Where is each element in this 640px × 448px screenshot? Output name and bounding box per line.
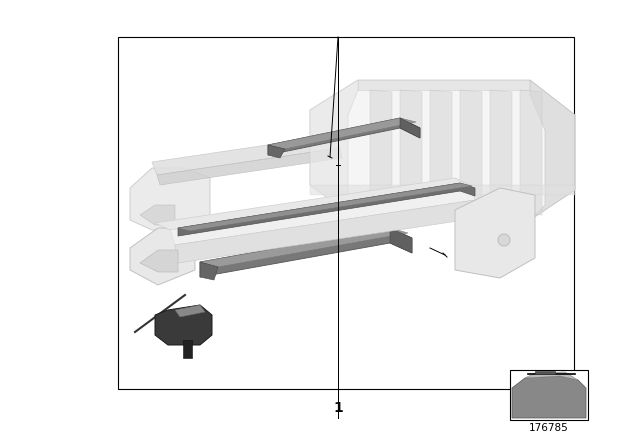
Polygon shape <box>200 262 218 280</box>
Polygon shape <box>178 183 475 236</box>
Polygon shape <box>512 376 586 418</box>
Polygon shape <box>460 90 482 215</box>
Polygon shape <box>268 145 285 158</box>
Polygon shape <box>268 118 420 155</box>
Polygon shape <box>490 90 512 215</box>
Polygon shape <box>455 188 535 278</box>
Polygon shape <box>430 90 452 215</box>
Bar <box>510 370 588 420</box>
Text: 1: 1 <box>333 401 343 415</box>
Polygon shape <box>178 183 472 231</box>
Polygon shape <box>200 228 412 277</box>
Polygon shape <box>525 372 578 380</box>
Polygon shape <box>152 135 340 175</box>
Polygon shape <box>200 228 408 267</box>
Polygon shape <box>130 168 210 230</box>
Polygon shape <box>310 80 358 220</box>
Polygon shape <box>155 178 470 230</box>
Polygon shape <box>535 371 555 374</box>
Polygon shape <box>530 80 575 220</box>
Polygon shape <box>520 90 542 215</box>
Polygon shape <box>170 185 475 245</box>
Polygon shape <box>175 305 205 317</box>
Polygon shape <box>130 228 195 285</box>
Text: 176785: 176785 <box>529 423 569 433</box>
Polygon shape <box>155 305 212 345</box>
Polygon shape <box>310 80 575 220</box>
Circle shape <box>498 234 510 246</box>
Polygon shape <box>400 90 422 215</box>
Polygon shape <box>358 80 530 90</box>
Polygon shape <box>310 185 575 195</box>
Polygon shape <box>390 228 412 253</box>
Polygon shape <box>370 90 392 215</box>
Bar <box>118 37 574 389</box>
Polygon shape <box>183 340 192 358</box>
Polygon shape <box>140 205 175 225</box>
Polygon shape <box>400 118 420 138</box>
Polygon shape <box>140 250 178 272</box>
Polygon shape <box>175 200 478 263</box>
Polygon shape <box>268 118 416 149</box>
Polygon shape <box>157 148 342 185</box>
